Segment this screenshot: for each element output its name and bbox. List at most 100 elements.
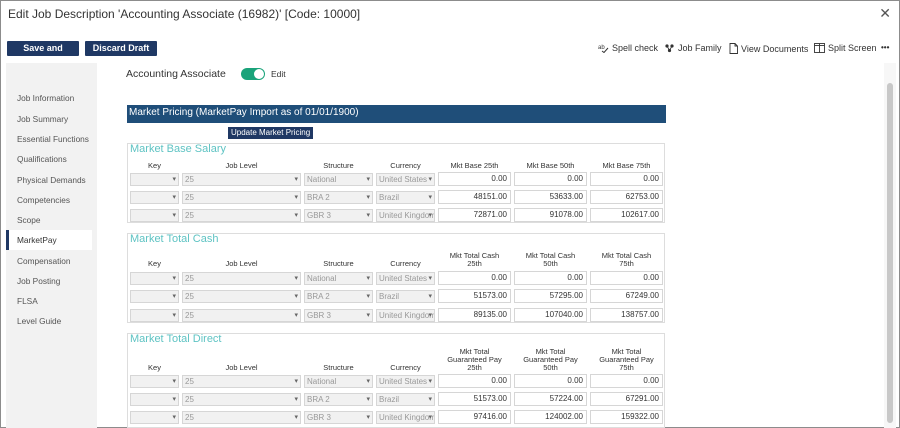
amount-input-75[interactable]: 159322.00 (590, 410, 663, 424)
currency-value: United States (379, 377, 428, 386)
chevron-down-icon: ▾ (294, 176, 298, 183)
key-select[interactable]: ▾ (130, 290, 179, 303)
discard-draft-button[interactable]: Discard Draft (85, 41, 157, 56)
amount-input-25[interactable]: 48151.00 (438, 190, 511, 204)
job-family-label: Job Family (678, 43, 722, 53)
sidebar-item-level-guide[interactable]: Level Guide (17, 316, 62, 326)
edit-toggle[interactable] (241, 68, 265, 80)
svg-text:ab: ab (598, 45, 605, 51)
amount-input-25[interactable]: 51573.00 (438, 392, 511, 406)
key-select[interactable]: ▾ (130, 272, 179, 285)
currency-select[interactable]: Brazil ▾ (376, 290, 435, 303)
currency-select[interactable]: United States ▾ (376, 173, 435, 186)
amount-input-50[interactable]: 57224.00 (514, 392, 587, 406)
currency-select[interactable]: United States ▾ (376, 272, 435, 285)
key-select[interactable]: ▾ (130, 173, 179, 186)
scrollbar-thumb[interactable] (887, 83, 893, 423)
structure-select[interactable]: National ▾ (304, 173, 373, 186)
structure-value: GBR 3 (307, 413, 332, 422)
amount-input-25[interactable]: 72871.00 (438, 208, 511, 222)
chevron-down-icon: ▾ (428, 396, 432, 403)
key-select[interactable]: ▾ (130, 375, 179, 388)
sidebar-item-physical-demands[interactable]: Physical Demands (17, 175, 86, 185)
job-level-select[interactable]: 25 ▾ (182, 375, 301, 388)
pct-header-50: Mkt Total Cash 50th (525, 251, 576, 268)
chevron-down-icon: ▾ (172, 176, 176, 183)
structure-select[interactable]: GBR 3 ▾ (304, 309, 373, 322)
job-level-select[interactable]: 25 ▾ (182, 290, 301, 303)
structure-select[interactable]: GBR 3 ▾ (304, 411, 373, 424)
sidebar-item-job-information[interactable]: Job Information (17, 93, 75, 103)
sidebar-item-flsa[interactable]: FLSA (17, 296, 38, 306)
scrollbar[interactable] (884, 63, 896, 428)
currency-select[interactable]: United Kingdom ▾ (376, 411, 435, 424)
amount-input-50[interactable]: 0.00 (514, 271, 587, 285)
amount-input-50[interactable]: 57295.00 (514, 289, 587, 303)
structure-select[interactable]: BRA 2 ▾ (304, 191, 373, 204)
job-level-select[interactable]: 25 ▾ (182, 411, 301, 424)
amount-input-50[interactable]: 107040.00 (514, 308, 587, 322)
amount-input-75[interactable]: 0.00 (590, 172, 663, 186)
currency-select[interactable]: United States ▾ (376, 375, 435, 388)
job-level-select[interactable]: 25 ▾ (182, 309, 301, 322)
sidebar-item-competencies[interactable]: Competencies (17, 195, 71, 205)
currency-select[interactable]: Brazil ▾ (376, 393, 435, 406)
amount-input-75[interactable]: 67291.00 (590, 392, 663, 406)
amount-input-25[interactable]: 0.00 (438, 374, 511, 388)
key-select[interactable]: ▾ (130, 209, 179, 222)
job-level-select[interactable]: 25 ▾ (182, 173, 301, 186)
amount-input-75[interactable]: 67249.00 (590, 289, 663, 303)
currency-select[interactable]: Brazil ▾ (376, 191, 435, 204)
chevron-down-icon: ▾ (294, 414, 298, 421)
split-screen-button[interactable]: Split Screen (814, 43, 877, 53)
sidebar-item-job-summary[interactable]: Job Summary (17, 114, 69, 124)
amount-input-25[interactable]: 0.00 (438, 271, 511, 285)
amount-input-75[interactable]: 0.00 (590, 271, 663, 285)
amount-input-75[interactable]: 0.00 (590, 374, 663, 388)
save-and-close-button[interactable]: Save and Close (7, 41, 79, 68)
close-icon[interactable]: ✕ (879, 5, 891, 21)
job-family-button[interactable]: Job Family (664, 43, 722, 53)
structure-select[interactable]: National ▾ (304, 272, 373, 285)
structure-select[interactable]: National ▾ (304, 375, 373, 388)
key-select[interactable]: ▾ (130, 191, 179, 204)
structure-select[interactable]: BRA 2 ▾ (304, 290, 373, 303)
chevron-down-icon: ▾ (172, 212, 176, 219)
structure-select[interactable]: BRA 2 ▾ (304, 393, 373, 406)
currency-select[interactable]: United Kingdom ▾ (376, 309, 435, 322)
amount-input-75[interactable]: 138757.00 (590, 308, 663, 322)
section-title: Market Total Direct (130, 333, 222, 345)
sidebar-item-scope[interactable]: Scope (17, 215, 41, 225)
amount-input-25[interactable]: 51573.00 (438, 289, 511, 303)
job-level-select[interactable]: 25 ▾ (182, 272, 301, 285)
job-level-select[interactable]: 25 ▾ (182, 209, 301, 222)
market-pricing-header: Market Pricing (MarketPay Import as of 0… (127, 105, 666, 123)
sidebar-item-essential-functions[interactable]: Essential Functions (17, 134, 89, 144)
job-level-select[interactable]: 25 ▾ (182, 191, 301, 204)
amount-input-25[interactable]: 97416.00 (438, 410, 511, 424)
key-select[interactable]: ▾ (130, 393, 179, 406)
key-select[interactable]: ▾ (130, 309, 179, 322)
amount-input-50[interactable]: 91078.00 (514, 208, 587, 222)
more-options-icon[interactable]: ••• (881, 43, 890, 52)
amount-input-75[interactable]: 102617.00 (590, 208, 663, 222)
currency-select[interactable]: United Kingdom ▾ (376, 209, 435, 222)
amount-input-50[interactable]: 0.00 (514, 374, 587, 388)
pct-header-25: Mkt Base 25th (450, 161, 499, 170)
amount-input-50[interactable]: 0.00 (514, 172, 587, 186)
sidebar-item-job-posting[interactable]: Job Posting (17, 276, 61, 286)
structure-select[interactable]: GBR 3 ▾ (304, 209, 373, 222)
sidebar-item-compensation[interactable]: Compensation (17, 256, 71, 266)
amount-input-25[interactable]: 89135.00 (438, 308, 511, 322)
key-select[interactable]: ▾ (130, 411, 179, 424)
amount-input-75[interactable]: 62753.00 (590, 190, 663, 204)
amount-input-50[interactable]: 124002.00 (514, 410, 587, 424)
update-market-pricing-button[interactable]: Update Market Pricing (228, 127, 314, 139)
job-level-select[interactable]: 25 ▾ (182, 393, 301, 406)
amount-input-50[interactable]: 53633.00 (514, 190, 587, 204)
view-documents-button[interactable]: View Documents (729, 43, 808, 54)
amount-input-25[interactable]: 0.00 (438, 172, 511, 186)
sidebar-item-qualifications[interactable]: Qualifications (17, 154, 67, 164)
spell-check-button[interactable]: ab Spell check (598, 43, 658, 53)
sidebar-item-marketpay[interactable]: MarketPay (6, 230, 92, 250)
